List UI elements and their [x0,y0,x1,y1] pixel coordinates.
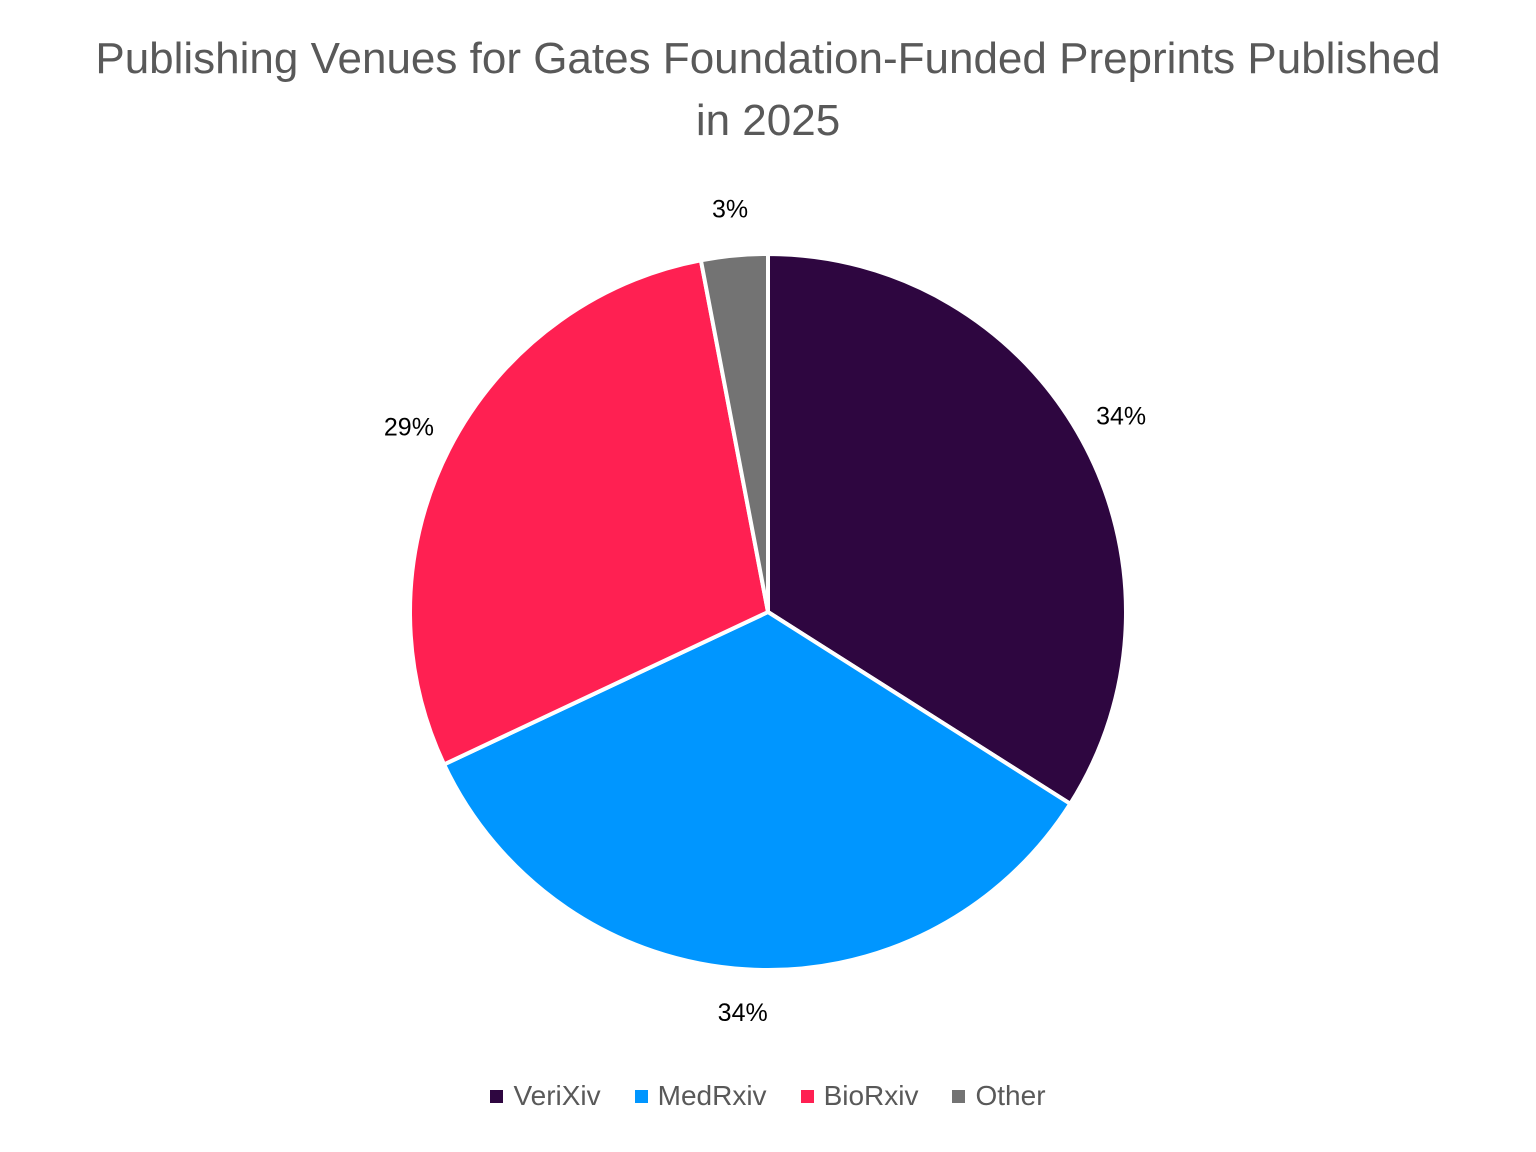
legend: VeriXiv MedRxiv BioRxiv Other [0,1080,1536,1112]
legend-item: Other [952,1080,1046,1112]
legend-swatch [634,1089,648,1103]
data-label: 34% [718,999,768,1027]
data-label: 34% [1096,402,1146,430]
legend-item: BioRxiv [800,1080,919,1112]
pie-slice [766,252,1128,806]
legend-item: VeriXiv [490,1080,601,1112]
legend-swatch [952,1089,966,1103]
legend-swatch [490,1089,504,1103]
pie-slice [408,258,770,767]
legend-item: MedRxiv [634,1080,767,1112]
data-label: 29% [384,414,434,442]
legend-swatch [800,1089,814,1103]
legend-label: MedRxiv [657,1080,767,1111]
data-label: 3% [712,195,748,223]
pie-slice [698,252,770,614]
legend-label: VeriXiv [513,1080,601,1111]
pie-slice [442,610,1073,972]
chart-title: Publishing Venues for Gates Foundation-F… [95,34,1441,145]
legend-label: Other [975,1080,1046,1111]
legend-label: BioRxiv [823,1080,919,1111]
